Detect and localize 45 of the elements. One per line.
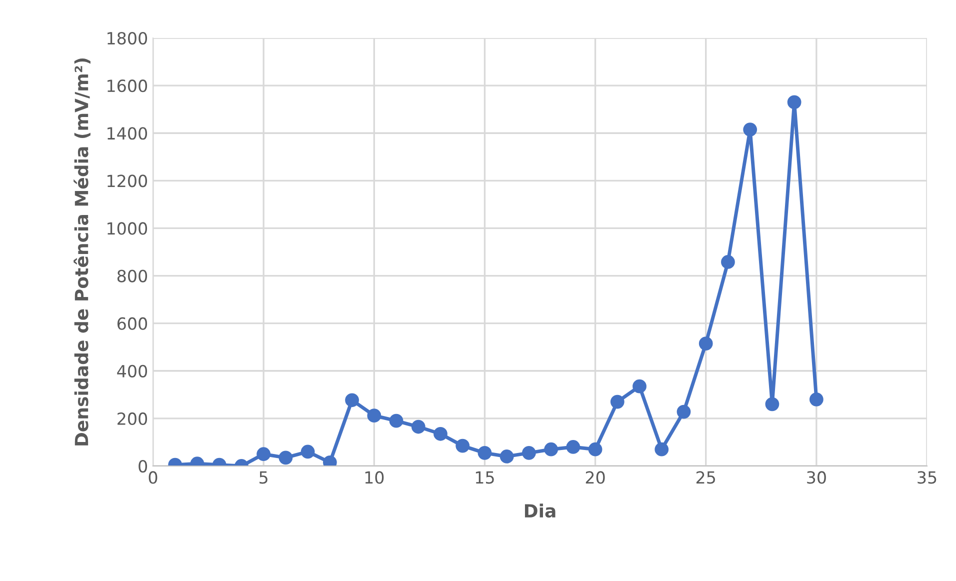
- point: [389, 414, 404, 428]
- y-tick-label: 1200: [108, 174, 148, 188]
- point: [411, 420, 426, 434]
- point: [566, 440, 580, 454]
- point: [610, 394, 624, 409]
- point: [278, 450, 293, 465]
- y-axis-title: Densidade de Potência Média (mV/m²): [74, 58, 90, 446]
- x-tick-label: 30: [807, 471, 826, 484]
- x-tick-label: 35: [918, 471, 936, 484]
- point: [676, 404, 691, 419]
- y-tick-label: 400: [117, 364, 148, 378]
- x-tick-label: 25: [696, 471, 716, 484]
- x-tick-label: 15: [476, 471, 494, 484]
- y-tick-label: 1400: [108, 127, 148, 140]
- point: [654, 442, 669, 456]
- point: [367, 408, 382, 423]
- x-tick-label: 0: [148, 471, 158, 484]
- point: [544, 442, 558, 456]
- point: [456, 438, 470, 453]
- y-tick-label: 1800: [108, 32, 148, 45]
- point: [809, 392, 824, 406]
- y-tick-label: 0: [138, 460, 148, 473]
- y-tick-label: 800: [117, 270, 148, 282]
- point: [765, 397, 780, 412]
- point: [345, 393, 359, 408]
- point: [721, 255, 735, 269]
- point: [434, 426, 448, 441]
- y-tick-label: 200: [118, 412, 148, 426]
- x-tick-label: 10: [365, 471, 384, 484]
- y-tick-label: 1000: [108, 222, 148, 235]
- point: [787, 95, 802, 110]
- y-tick-label: 600: [117, 317, 148, 330]
- x-axis-title: Dia: [524, 504, 556, 518]
- point: [743, 122, 758, 136]
- point: [300, 444, 315, 459]
- y-tick-label: 1600: [108, 80, 148, 92]
- point: [478, 446, 492, 460]
- point: [256, 447, 271, 462]
- x-tick-label: 5: [260, 471, 268, 484]
- point: [588, 442, 602, 456]
- point: [500, 450, 514, 464]
- point: [698, 336, 713, 350]
- point: [522, 446, 536, 460]
- x-tick-label: 20: [586, 471, 605, 484]
- point: [632, 379, 646, 394]
